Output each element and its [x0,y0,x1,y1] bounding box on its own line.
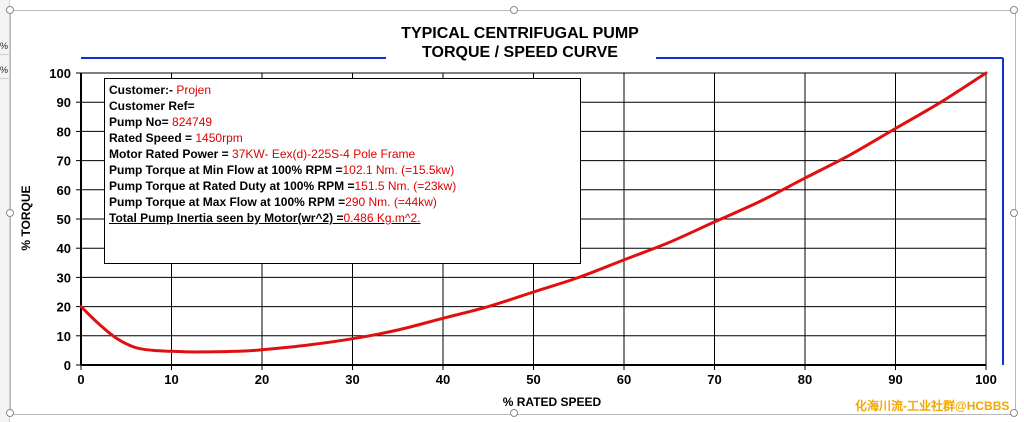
resize-handle-bottom-left[interactable] [6,409,14,417]
x-tick-label-1: 10 [164,372,178,387]
resize-handle-top-right[interactable] [1010,6,1018,14]
customer-label: Customer:- [109,83,177,97]
chart-ticks: 0 10 20 30 40 50 60 70 80 90 100 0 10 20 30 40 50 60 70 80 9… [49,66,997,387]
chart-title: TYPICAL CENTRIFUGAL PUMP [401,25,639,42]
x-tick-label-8: 80 [798,372,812,387]
info-row-customer: Customer:- Projen [109,82,576,98]
pump-info-box: Customer:- Projen Customer Ref= Pump No=… [104,78,581,264]
max-flow-label: Pump Torque at Max Flow at 100% RPM = [109,195,346,209]
y-tick-label-8: 80 [57,124,71,139]
resize-handle-top[interactable] [510,6,518,14]
customer-value: Projen [176,83,212,97]
chart-subtitle: TORQUE / SPEED CURVE [422,44,618,61]
info-row-motor-power: Motor Rated Power = 37KW- Eex(d)-225S-4 … [109,146,576,162]
rated-duty-value: 151.5 Nm. (=23kw) [354,179,457,193]
pump-no-value: 824749 [172,115,213,129]
y-tick-label-5: 50 [57,212,71,227]
rated-speed-value: 1450rpm [195,131,243,145]
pump-no-label: Pump No= [109,115,173,129]
x-tick-label-9: 90 [888,372,902,387]
y-tick-label-2: 20 [57,300,71,315]
watermark-text: 化海川流-工业社群@HCBBS [855,399,1010,413]
cell-stub-2[interactable]: % [0,62,9,79]
x-tick-label-4: 40 [436,372,450,387]
resize-handle-bottom[interactable] [510,409,518,417]
y-tick-label-1: 10 [57,329,71,344]
resize-handle-bottom-right[interactable] [1010,409,1018,417]
resize-handle-top-left[interactable] [6,6,14,14]
min-flow-label: Pump Torque at Min Flow at 100% RPM = [109,163,343,177]
x-tick-label-10: 100 [975,372,997,387]
series-line-0 [79,71,988,354]
inertia-value: 0.486 Kg.m^2. [343,211,421,225]
info-row-customer-ref: Customer Ref= [109,98,576,114]
inertia-label: Total Pump Inertia seen by Motor(wr^2) = [109,211,344,225]
info-row-rated-speed: Rated Speed = 1450rpm [109,130,576,146]
motor-power-label: Motor Rated Power = [109,147,233,161]
info-row-max-flow: Pump Torque at Max Flow at 100% RPM =290… [109,194,576,210]
cell-stub-1[interactable]: % [0,38,9,55]
info-row-min-flow: Pump Torque at Min Flow at 100% RPM =102… [109,162,576,178]
y-tick-label-3: 30 [57,270,71,285]
x-tick-label-7: 70 [707,372,721,387]
y-tick-label-7: 70 [57,154,71,169]
info-row-inertia: Total Pump Inertia seen by Motor(wr^2) =… [109,210,576,226]
chart-series [79,71,988,354]
x-axis-label: % RATED SPEED [503,395,602,409]
x-tick-label-5: 50 [526,372,540,387]
x-tick-label-2: 20 [255,372,269,387]
min-flow-value: 102.1 Nm. (=15.5kw) [342,163,455,177]
y-axis-label: % TORQUE [19,185,33,250]
y-tick-label-10: 100 [49,66,71,81]
motor-power-value: 37KW- Eex(d)-225S-4 Pole Frame [232,147,416,161]
info-row-rated-duty: Pump Torque at Rated Duty at 100% RPM =1… [109,178,576,194]
y-tick-label-9: 90 [57,95,71,110]
info-row-pump-no: Pump No= 824749 [109,114,576,130]
x-tick-label-6: 60 [617,372,631,387]
x-tick-label-3: 30 [345,372,359,387]
resize-handle-left[interactable] [6,209,14,217]
plot-frame [81,57,1004,365]
rated-speed-label: Rated Speed = [109,131,196,145]
max-flow-value: 290 Nm. (=44kw) [345,195,437,209]
x-tick-label-0: 0 [77,372,84,387]
rated-duty-label: Pump Torque at Rated Duty at 100% RPM = [109,179,355,193]
y-tick-label-0: 0 [64,358,71,373]
y-tick-label-6: 60 [57,183,71,198]
resize-handle-right[interactable] [1010,209,1018,217]
customer-ref-label: Customer Ref= [109,99,195,113]
y-tick-label-4: 40 [57,241,71,256]
